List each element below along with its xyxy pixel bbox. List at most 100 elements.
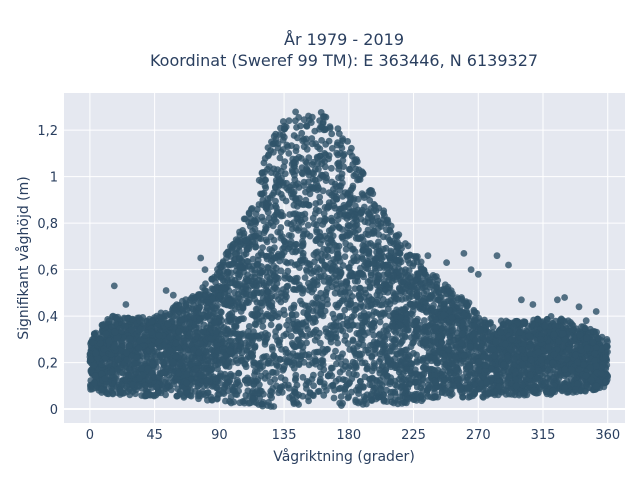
data-point <box>267 379 274 386</box>
data-point <box>262 184 269 191</box>
data-point <box>199 284 206 291</box>
data-point <box>342 253 349 260</box>
data-point <box>313 358 320 365</box>
data-point <box>406 260 413 267</box>
data-point <box>394 244 401 251</box>
data-point <box>421 317 428 324</box>
data-point <box>268 322 275 329</box>
data-point <box>252 219 259 226</box>
data-point <box>309 114 316 121</box>
data-point <box>225 269 232 276</box>
data-point <box>385 220 392 227</box>
data-point <box>336 163 343 170</box>
data-point <box>255 252 262 259</box>
data-point <box>380 233 387 240</box>
data-point <box>460 300 467 307</box>
data-point <box>292 109 299 116</box>
data-point <box>405 242 412 249</box>
data-point <box>286 385 293 392</box>
data-point <box>416 270 423 277</box>
data-point <box>324 253 331 260</box>
data-point <box>345 295 352 302</box>
data-point <box>284 283 291 290</box>
data-point <box>222 398 229 405</box>
data-point <box>534 316 541 323</box>
data-point <box>417 356 424 363</box>
data-point <box>342 240 349 247</box>
data-point <box>431 274 438 281</box>
chart-title-line1: År 1979 - 2019 <box>284 30 404 49</box>
data-point <box>410 322 417 329</box>
data-point <box>319 172 326 179</box>
data-point <box>567 319 574 326</box>
data-point <box>328 365 335 372</box>
data-point <box>339 171 346 178</box>
data-point <box>595 335 602 342</box>
data-point <box>230 241 237 248</box>
data-point <box>223 382 230 389</box>
data-point <box>320 113 327 120</box>
data-point <box>321 210 328 217</box>
data-point <box>294 325 301 332</box>
data-point <box>593 329 600 336</box>
data-point <box>604 336 611 343</box>
data-point <box>347 149 354 156</box>
data-point <box>321 273 328 280</box>
data-point <box>272 139 279 146</box>
data-point <box>99 322 106 329</box>
data-point <box>252 226 259 233</box>
data-point <box>341 151 348 158</box>
data-point <box>473 310 480 317</box>
data-point <box>360 170 367 177</box>
data-point <box>377 319 384 326</box>
data-point <box>391 337 398 344</box>
data-point <box>236 229 243 236</box>
data-point <box>291 132 298 139</box>
data-point <box>365 347 372 354</box>
data-point <box>365 231 372 238</box>
data-point <box>236 255 243 262</box>
data-point <box>559 316 566 323</box>
data-point <box>288 221 295 228</box>
data-point <box>293 148 300 155</box>
data-point <box>529 321 536 328</box>
data-point <box>318 311 325 318</box>
data-point <box>286 232 293 239</box>
data-point <box>265 152 272 159</box>
data-point <box>328 179 335 186</box>
data-point <box>303 136 310 143</box>
data-point <box>316 126 323 133</box>
data-point <box>307 233 314 240</box>
data-point <box>228 394 235 401</box>
data-point <box>380 340 387 347</box>
data-point <box>214 271 221 278</box>
data-point <box>350 246 357 253</box>
data-point <box>300 374 307 381</box>
data-point <box>242 216 249 223</box>
data-point <box>387 378 394 385</box>
data-point <box>334 139 341 146</box>
data-point <box>326 138 333 145</box>
data-point <box>304 146 311 153</box>
data-point <box>325 280 332 287</box>
data-point <box>278 374 285 381</box>
data-point <box>252 321 259 328</box>
data-point <box>286 117 293 124</box>
data-point <box>448 299 455 306</box>
data-point <box>248 206 255 213</box>
data-point <box>278 346 285 353</box>
data-point <box>274 286 281 293</box>
data-point <box>352 398 359 405</box>
data-point <box>280 212 287 219</box>
data-point <box>485 321 492 328</box>
data-point <box>414 258 421 265</box>
data-point <box>179 306 186 313</box>
data-point <box>432 290 439 297</box>
data-point <box>157 315 164 322</box>
data-point <box>303 382 310 389</box>
data-point <box>387 228 394 235</box>
data-point <box>319 221 326 228</box>
data-point <box>281 356 288 363</box>
data-point <box>450 327 457 334</box>
